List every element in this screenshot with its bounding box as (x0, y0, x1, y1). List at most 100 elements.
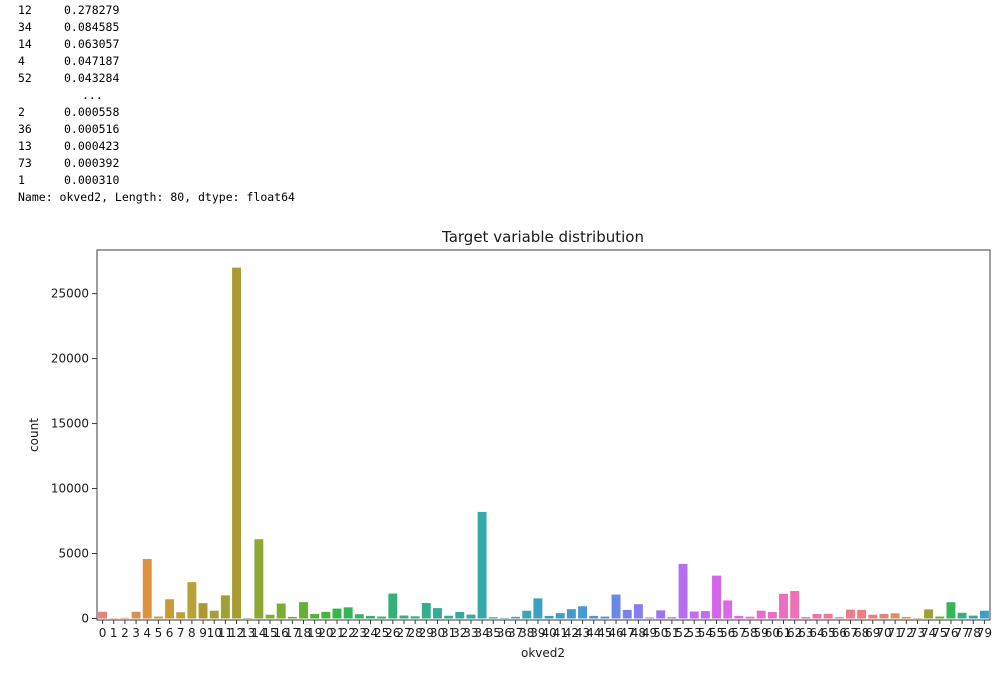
x-tick-label: 43 (575, 626, 590, 640)
bar (410, 616, 420, 619)
bar (299, 602, 308, 619)
x-tick-label: 44 (586, 626, 601, 640)
console-row-value: 0.084585 (64, 20, 120, 34)
x-tick-label: 66 (832, 626, 847, 640)
bar (790, 590, 800, 619)
x-tick-label: 63 (798, 626, 813, 640)
bar (689, 611, 699, 619)
bar (622, 609, 632, 619)
bar (455, 612, 465, 619)
console-row-index: 73 (18, 156, 32, 170)
x-tick-label: 13 (240, 626, 255, 640)
x-tick-label: 54 (698, 626, 713, 640)
console-row: 4 0.047187 (18, 53, 295, 70)
bar (667, 617, 677, 619)
bar (488, 617, 498, 619)
x-tick-label: 58 (742, 626, 757, 640)
x-tick-label: 69 (865, 626, 880, 640)
bar (857, 609, 867, 619)
bar (779, 593, 788, 619)
bar (377, 616, 387, 619)
console-row-value: 0.000558 (64, 105, 120, 119)
console-row-index: 52 (18, 71, 32, 85)
x-tick-label: 10 (207, 626, 222, 640)
console-row-index: 2 (18, 105, 25, 119)
x-tick-label: 36 (497, 626, 512, 640)
x-tick-label: 6 (166, 626, 174, 640)
bar (522, 610, 532, 619)
bar (846, 609, 855, 619)
bar (399, 615, 409, 619)
bar (566, 609, 576, 619)
bar (388, 593, 398, 619)
x-tick-label: 25 (374, 626, 389, 640)
x-tick-label: 47 (620, 626, 635, 640)
x-axis-label: okved2 (521, 646, 565, 660)
console-row-index: 13 (18, 139, 32, 153)
chart-title: Target variable distribution (441, 228, 644, 246)
x-tick-label: 39 (530, 626, 545, 640)
x-tick-label: 55 (709, 626, 724, 640)
console-row: 2 0.000558 (18, 104, 295, 121)
bar (198, 603, 208, 619)
console-row: 34 0.084585 (18, 19, 295, 36)
x-tick-label: 50 (653, 626, 668, 640)
bar (444, 615, 454, 619)
bar (265, 614, 275, 619)
console-row-index: 36 (18, 122, 32, 136)
x-tick-label: 53 (687, 626, 702, 640)
x-tick-label: 7 (177, 626, 185, 640)
bar (656, 610, 666, 619)
bar (343, 607, 353, 619)
bar (332, 608, 342, 619)
bar (678, 563, 688, 619)
x-tick-label: 35 (486, 626, 501, 640)
x-tick-label: 60 (765, 626, 780, 640)
console-row-index: 14 (18, 37, 32, 51)
x-tick-label: 26 (385, 626, 400, 640)
x-tick-label: 71 (887, 626, 902, 640)
console-row-value: ... (82, 88, 103, 102)
x-tick-label: 59 (754, 626, 769, 640)
x-tick-label: 68 (854, 626, 869, 640)
x-tick-label: 15 (262, 626, 277, 640)
x-tick-label: 78 (966, 626, 981, 640)
bar (466, 614, 476, 619)
bar (232, 267, 241, 619)
y-tick-label: 15000 (51, 417, 89, 431)
x-tick-label: 31 (441, 626, 456, 640)
x-tick-label: 30 (430, 626, 445, 640)
bar (153, 616, 163, 619)
bar (700, 611, 710, 619)
x-tick-label: 28 (407, 626, 422, 640)
bar (578, 606, 588, 619)
bar (745, 616, 755, 619)
x-tick-label: 17 (285, 626, 300, 640)
x-tick-label: 57 (731, 626, 746, 640)
bar (499, 617, 509, 619)
x-tick-label: 29 (419, 626, 434, 640)
bar (354, 614, 364, 619)
x-tick-label: 73 (910, 626, 925, 640)
bar (432, 608, 442, 619)
bar (243, 617, 253, 619)
x-tick-label: 33 (463, 626, 478, 640)
x-tick-label: 49 (642, 626, 657, 640)
x-tick-label: 51 (664, 626, 679, 640)
x-tick-label: 70 (876, 626, 891, 640)
x-tick-label: 62 (787, 626, 802, 640)
x-tick-label: 1 (110, 626, 118, 640)
bar (254, 539, 264, 619)
bar (756, 610, 766, 619)
bar (555, 613, 565, 619)
y-tick-label: 10000 (51, 482, 89, 496)
bar (220, 595, 230, 619)
console-row: 52 0.043284 (18, 70, 295, 87)
bar (589, 615, 599, 619)
console-row-value: 0.000516 (64, 122, 120, 136)
x-tick-label: 40 (541, 626, 556, 640)
x-tick-label: 27 (396, 626, 411, 640)
bar (767, 612, 777, 619)
x-tick-label: 21 (329, 626, 344, 640)
console-row-index: 1 (18, 173, 25, 187)
